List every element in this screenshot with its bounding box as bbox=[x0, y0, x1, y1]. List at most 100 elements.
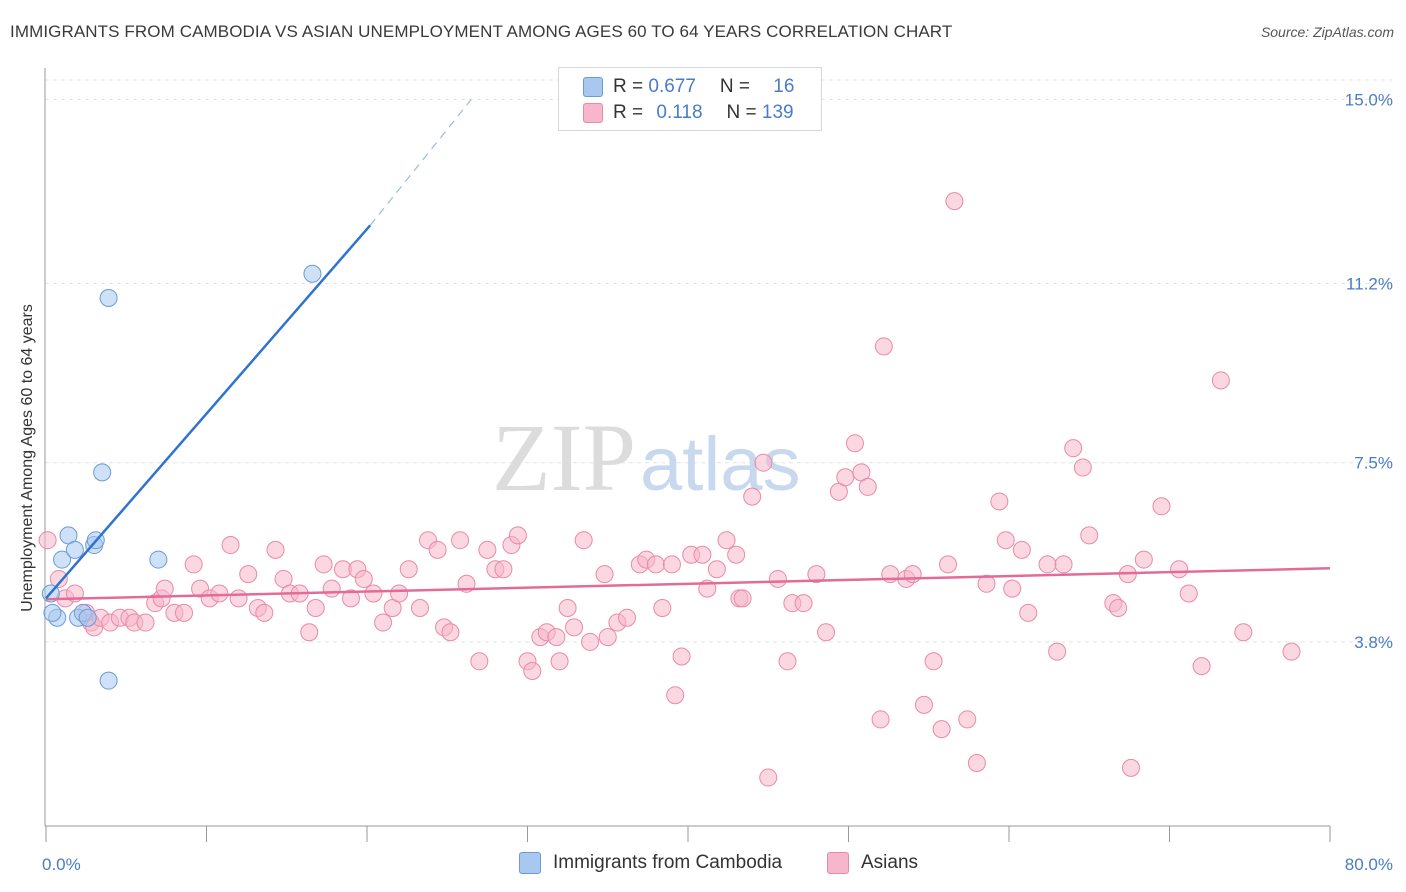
point-asians bbox=[733, 589, 752, 608]
point-asians bbox=[693, 545, 712, 564]
point-cambodia bbox=[93, 463, 112, 482]
point-asians bbox=[990, 492, 1009, 511]
point-asians bbox=[314, 555, 333, 574]
y-axis-label: Unemployment Among Ages 60 to 64 years bbox=[19, 304, 36, 612]
legend-row-cambodia: R = 0.677 N = 16 bbox=[583, 76, 794, 100]
point-asians bbox=[565, 618, 584, 637]
y-tick-label: 3.8% bbox=[1354, 633, 1393, 652]
point-asians bbox=[49, 569, 68, 588]
point-asians bbox=[1121, 758, 1140, 777]
point-asians bbox=[845, 434, 864, 453]
point-asians bbox=[618, 608, 637, 627]
point-asians bbox=[155, 579, 174, 598]
point-asians bbox=[653, 599, 672, 618]
point-asians bbox=[743, 487, 762, 506]
point-asians bbox=[914, 695, 933, 714]
point-asians bbox=[874, 337, 893, 356]
point-asians bbox=[399, 560, 418, 579]
point-cambodia bbox=[99, 671, 118, 690]
point-asians bbox=[239, 565, 258, 584]
point-cambodia bbox=[99, 288, 118, 307]
point-asians bbox=[662, 555, 681, 574]
legend-label-cambodia: Immigrants from Cambodia bbox=[553, 852, 783, 874]
point-asians bbox=[1054, 555, 1073, 574]
legend-n-label: N = bbox=[726, 102, 762, 123]
point-asians bbox=[354, 569, 373, 588]
point-asians bbox=[136, 613, 155, 632]
legend-n-label: N = bbox=[719, 76, 756, 97]
point-asians bbox=[1211, 371, 1230, 390]
point-asians bbox=[441, 623, 460, 642]
point-asians bbox=[322, 579, 341, 598]
point-cambodia bbox=[78, 608, 97, 627]
legend-r-value: 0.677 bbox=[648, 76, 696, 97]
point-asians bbox=[598, 628, 617, 647]
point-asians bbox=[221, 536, 240, 555]
point-asians bbox=[574, 531, 593, 550]
point-asians bbox=[939, 555, 958, 574]
x-tick-label: 80.0% bbox=[1345, 855, 1393, 874]
point-cambodia bbox=[65, 540, 84, 559]
point-asians bbox=[595, 565, 614, 584]
point-asians bbox=[958, 710, 977, 729]
point-asians bbox=[1170, 560, 1189, 579]
y-tick-label: 7.5% bbox=[1354, 454, 1393, 473]
data-points bbox=[38, 192, 1301, 787]
point-asians bbox=[374, 613, 393, 632]
point-asians bbox=[1038, 555, 1057, 574]
x-tick-labels: 0.0% 80.0% bbox=[42, 855, 1393, 874]
point-asians bbox=[1152, 497, 1171, 516]
point-asians bbox=[266, 540, 285, 559]
point-asians bbox=[1048, 642, 1067, 661]
axes bbox=[44, 68, 1331, 842]
point-cambodia bbox=[43, 603, 62, 622]
point-asians bbox=[717, 531, 736, 550]
legend-swatch-cambodia bbox=[519, 852, 541, 874]
legend-n-value: 16 bbox=[773, 76, 795, 97]
point-asians bbox=[1064, 439, 1083, 458]
point-asians bbox=[1003, 579, 1022, 598]
point-asians bbox=[428, 540, 447, 559]
legend-item-cambodia: Immigrants from Cambodia bbox=[519, 852, 782, 874]
point-asians bbox=[547, 628, 566, 647]
point-asians bbox=[1080, 526, 1099, 545]
source-credit: Source: ZipAtlas.com bbox=[1260, 24, 1394, 40]
point-asians bbox=[184, 555, 203, 574]
point-asians bbox=[1134, 550, 1153, 569]
point-asians bbox=[836, 468, 855, 487]
point-asians bbox=[364, 584, 383, 603]
point-asians bbox=[478, 540, 497, 559]
point-asians bbox=[924, 652, 943, 671]
point-asians bbox=[903, 565, 922, 584]
point-asians bbox=[1012, 540, 1031, 559]
point-asians bbox=[451, 531, 470, 550]
legend-swatch-cambodia bbox=[583, 76, 603, 97]
legend-r-label: R = bbox=[613, 102, 649, 123]
point-asians bbox=[1192, 657, 1211, 676]
point-asians bbox=[1019, 603, 1038, 622]
point-asians bbox=[558, 599, 577, 618]
point-asians bbox=[1109, 599, 1128, 618]
legend-item-asians: Asians bbox=[827, 852, 918, 874]
watermark: ZIP atlas bbox=[492, 404, 801, 511]
point-asians bbox=[390, 584, 409, 603]
point-asians bbox=[817, 623, 836, 642]
point-asians bbox=[1179, 584, 1198, 603]
chart-title: IMMIGRANTS FROM CAMBODIA VS ASIAN UNEMPL… bbox=[10, 22, 953, 41]
point-asians bbox=[1073, 458, 1092, 477]
point-asians bbox=[175, 603, 194, 622]
point-asians bbox=[759, 768, 778, 787]
point-asians bbox=[646, 555, 665, 574]
point-asians bbox=[523, 661, 542, 680]
trend-line-cambodia-extension bbox=[369, 99, 472, 226]
trend-lines bbox=[45, 99, 1331, 601]
trend-line-asians bbox=[45, 567, 1331, 601]
point-asians bbox=[1234, 623, 1253, 642]
point-asians bbox=[754, 453, 773, 472]
point-asians bbox=[945, 192, 964, 211]
point-asians bbox=[210, 584, 229, 603]
point-asians bbox=[932, 720, 951, 739]
legend-r-label: R = bbox=[613, 76, 649, 97]
point-asians bbox=[229, 589, 248, 608]
